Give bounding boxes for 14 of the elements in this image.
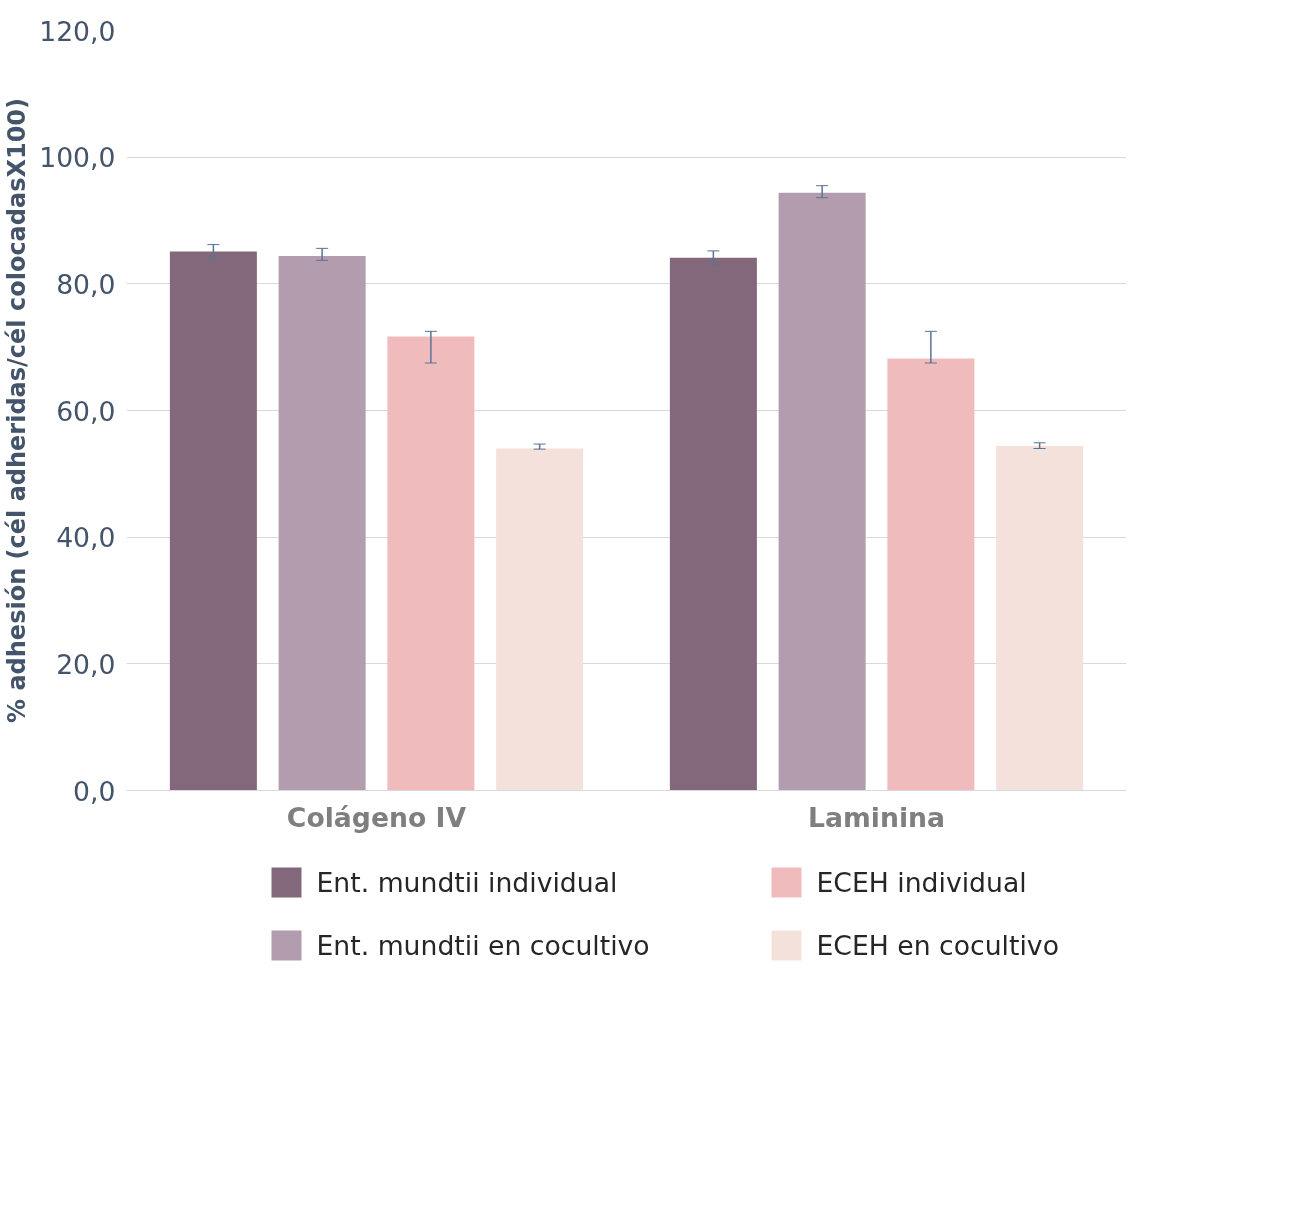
y-tick-label: 100,0 [39, 142, 116, 174]
y-axis-title: % adhesión (cél adheridas/cél colocadasX100) [3, 97, 32, 724]
x-tick-label: Colágeno IV [286, 801, 467, 833]
y-tick-label: 20,0 [56, 648, 116, 680]
x-tick-label: Laminina [808, 801, 945, 833]
legend-label: ECEH individual [816, 867, 1027, 898]
legend-label: ECEH en cocultivo [816, 930, 1059, 961]
y-tick-label: 80,0 [56, 268, 116, 300]
legend-label: Ent. mundtii individual [316, 867, 618, 898]
y-tick-label: 40,0 [56, 522, 116, 554]
legend-label: Ent. mundtii en cocultivo [316, 930, 650, 961]
y-tick-label: 120,0 [39, 15, 116, 47]
y-tick-label: 0,0 [73, 775, 116, 807]
y-tick-label: 60,0 [56, 395, 116, 427]
